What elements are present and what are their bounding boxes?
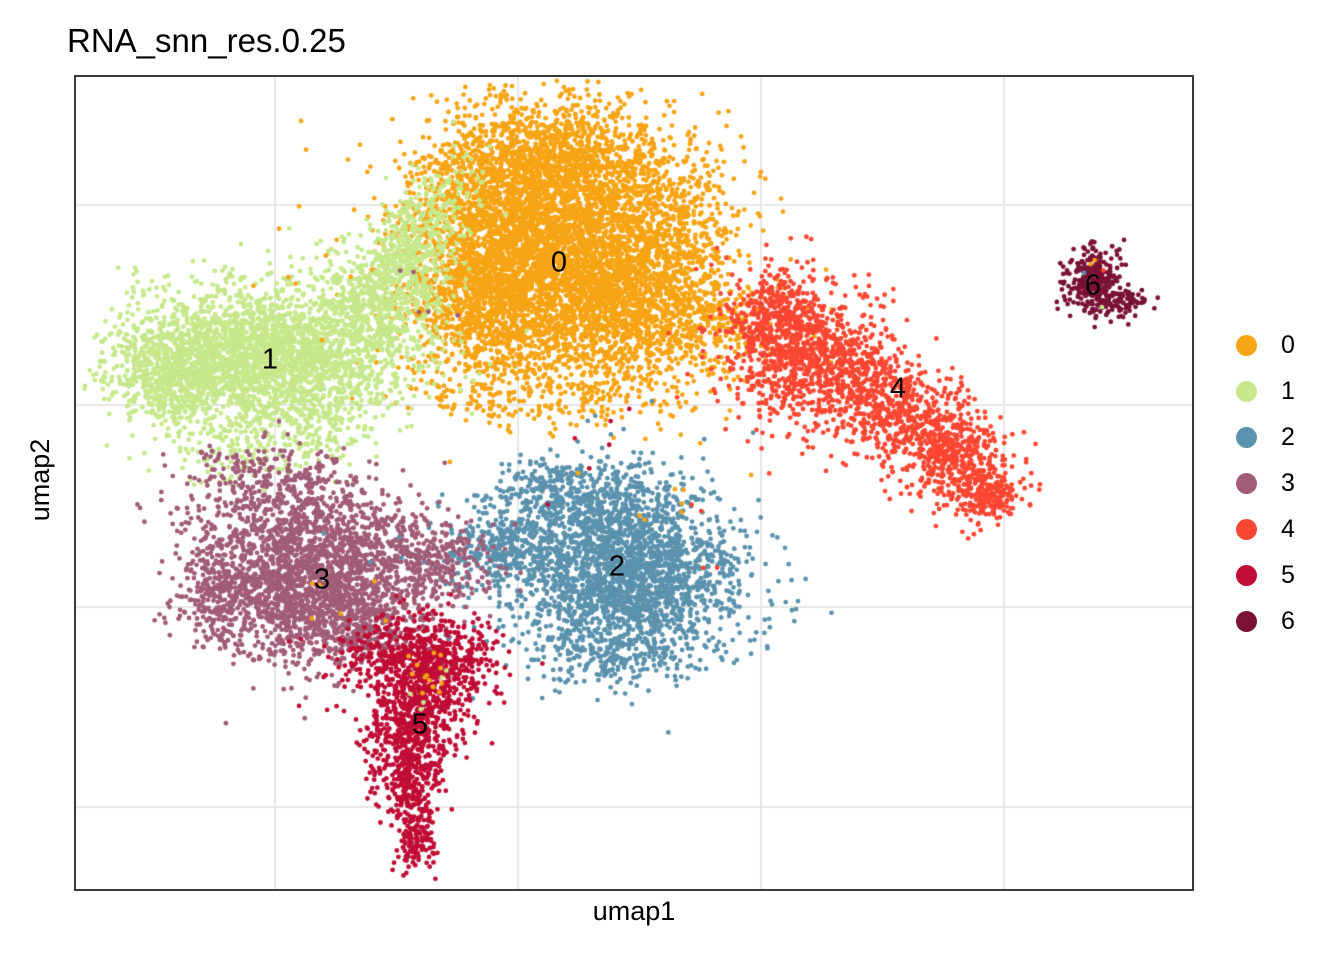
legend-label: 4 — [1281, 515, 1295, 543]
legend-label: 2 — [1281, 423, 1295, 451]
legend-swatch-icon — [1236, 518, 1257, 540]
scatter-canvas — [76, 77, 1192, 889]
legend-item-6: 6 — [1236, 606, 1295, 636]
legend-swatch-icon — [1236, 472, 1257, 494]
legend-label: 1 — [1281, 377, 1295, 405]
legend-swatch-icon — [1236, 564, 1257, 586]
legend-label: 0 — [1281, 331, 1295, 359]
legend-item-2: 2 — [1236, 422, 1295, 452]
legend-label: 6 — [1281, 607, 1295, 635]
legend-label: 3 — [1281, 469, 1295, 497]
y-axis-label: umap2 — [24, 438, 55, 522]
legend-item-1: 1 — [1236, 376, 1295, 406]
legend-swatch-icon — [1236, 610, 1257, 632]
legend-swatch-icon — [1236, 426, 1257, 448]
x-axis-label: umap1 — [592, 896, 676, 926]
legend-swatch-icon — [1236, 334, 1257, 356]
legend-item-3: 3 — [1236, 468, 1295, 498]
legend-item-5: 5 — [1236, 560, 1295, 590]
legend-item-4: 4 — [1236, 514, 1295, 544]
legend: 0 1 2 3 4 5 6 — [1236, 330, 1295, 636]
legend-item-0: 0 — [1236, 330, 1295, 360]
plot-title: RNA_snn_res.0.25 — [67, 22, 346, 59]
legend-swatch-icon — [1236, 380, 1257, 402]
legend-label: 5 — [1281, 561, 1295, 589]
